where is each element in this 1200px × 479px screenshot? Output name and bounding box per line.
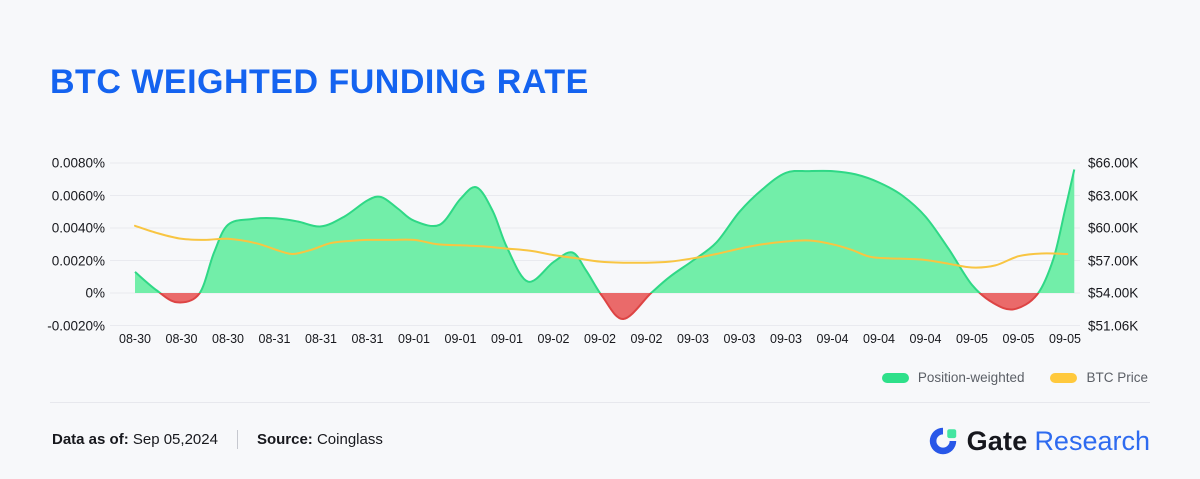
x-axis-label: 09-04 [863,332,895,346]
left-axis-tick: 0.0080% [51,155,105,171]
left-axis-tick: 0.0020% [51,253,105,268]
right-axis-tick: $51.06K [1088,318,1139,333]
source-label: Source: [256,431,313,448]
data-as-of-label: Data as of: [52,431,129,448]
legend-swatch-icon [1050,372,1078,383]
x-axis-label: 09-01 [398,332,430,346]
legend-swatch-icon [881,372,909,383]
footer-divider [50,402,1150,403]
left-axis-tick: 0.0060% [51,188,105,203]
x-axis-label: 09-02 [537,332,570,346]
gate-logo-icon [929,427,956,455]
legend-item-position-weighted[interactable]: Position-weighted [881,370,1025,385]
x-axis-label: 09-02 [584,332,616,346]
right-axis-tick: $57.00K [1088,253,1139,268]
gate-research-logo: Gate Research [926,424,1150,458]
left-axis-tick: 0.0040% [51,220,105,236]
x-axis-label: 09-02 [630,332,663,346]
legend-label: BTC Price [1086,370,1148,385]
x-axis-label: 09-05 [1049,332,1081,346]
footer-separator [236,430,238,449]
x-axis-label: 09-04 [816,332,849,346]
x-axis-label: 08-31 [258,332,291,346]
logo-suffix-text: Research [1034,425,1150,456]
x-axis-label: 09-01 [444,332,477,346]
chart-legend: Position-weighted BTC Price [881,370,1148,385]
x-axis-label: 08-31 [351,332,384,346]
x-axis-label: 09-03 [677,332,709,346]
right-axis-tick: $66.00K [1088,155,1139,171]
footer-meta: Data as of: Sep 05,2024 Source: Coinglas… [52,430,383,449]
x-axis-label: 09-01 [491,332,523,346]
x-axis-label: 09-05 [1002,332,1035,346]
right-axis-tick: $60.00K [1088,220,1139,236]
page-title: BTC WEIGHTED FUNDING RATE [50,63,589,101]
right-axis-tick: $54.00K [1088,285,1139,301]
legend-label: Position-weighted [917,370,1025,385]
x-axis-label: 09-05 [956,332,988,346]
left-axis-tick: 0% [85,285,105,301]
x-axis-label: 09-04 [909,332,942,346]
x-axis-label: 08-30 [212,332,244,346]
legend-item-btc-price[interactable]: BTC Price [1050,370,1148,385]
x-axis-label: 09-03 [723,332,756,346]
x-axis-label: 09-03 [770,332,802,346]
data-as-of-value: Sep 05,2024 [132,431,218,448]
logo-brand-text: Gate [966,425,1028,456]
x-axis-label: 08-30 [165,332,198,346]
right-axis-tick: $63.00K [1088,188,1139,203]
x-axis-label: 08-30 [119,332,151,346]
source-value: Coinglass [316,431,383,448]
x-axis-label: 08-31 [305,332,337,346]
left-axis-tick: -0.0020% [47,318,105,333]
funding-rate-chart [110,162,1080,326]
